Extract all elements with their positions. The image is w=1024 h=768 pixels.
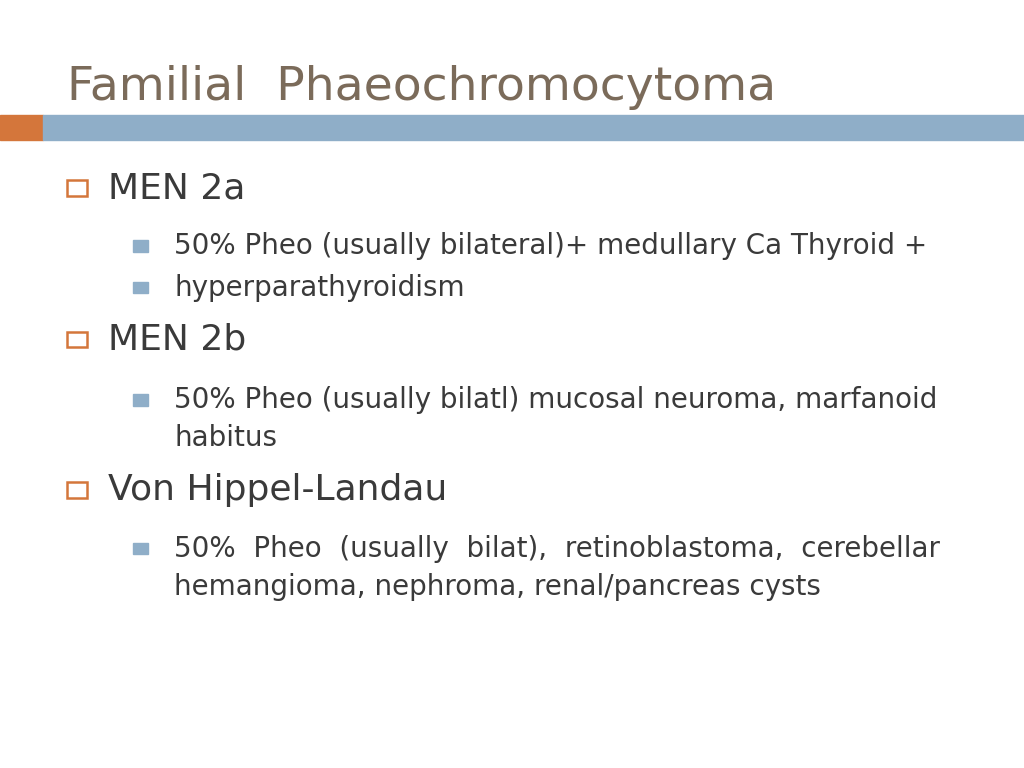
Bar: [0, 115, 43, 140]
Text: 50% Pheo (usually bilateral)+ medullary Ca Thyroid +: 50% Pheo (usually bilateral)+ medullary …: [174, 232, 928, 260]
Bar: [133, 394, 148, 406]
Text: MEN 2b: MEN 2b: [108, 323, 246, 356]
Text: habitus: habitus: [174, 424, 278, 452]
Bar: [67, 332, 87, 347]
Bar: [133, 282, 148, 293]
Bar: [133, 543, 148, 554]
Text: Familial  Phaeochromocytoma: Familial Phaeochromocytoma: [67, 65, 776, 111]
Text: 50% Pheo (usually bilatl) mucosal neuroma, marfanoid: 50% Pheo (usually bilatl) mucosal neurom…: [174, 386, 937, 414]
Text: hemangioma, nephroma, renal/pancreas cysts: hemangioma, nephroma, renal/pancreas cys…: [174, 573, 821, 601]
Text: 50%  Pheo  (usually  bilat),  retinoblastoma,  cerebellar: 50% Pheo (usually bilat), retinoblastoma…: [174, 535, 940, 563]
Bar: [43, 115, 1024, 140]
Text: Von Hippel-Landau: Von Hippel-Landau: [108, 473, 446, 507]
Bar: [67, 180, 87, 196]
Text: MEN 2a: MEN 2a: [108, 171, 245, 205]
Bar: [133, 240, 148, 252]
Text: hyperparathyroidism: hyperparathyroidism: [174, 273, 465, 302]
Bar: [67, 482, 87, 498]
